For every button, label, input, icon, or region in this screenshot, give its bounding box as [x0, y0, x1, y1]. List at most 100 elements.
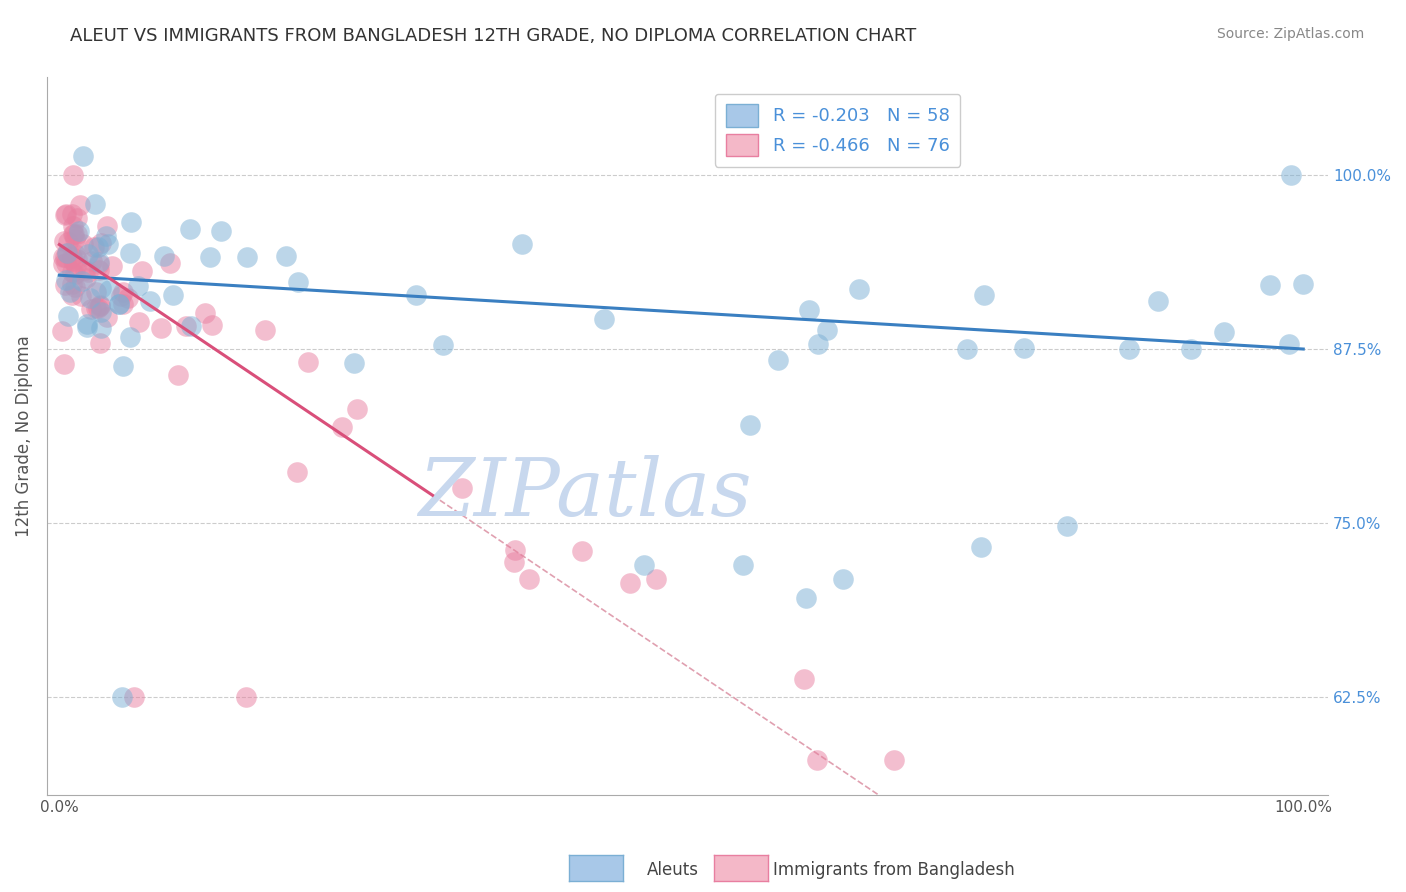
- Point: [55, 256, 77, 270]
- Point: [53, 208, 76, 222]
- Point: [956, 342, 979, 356]
- Legend: R = -0.203   N = 58, R = -0.466   N = 76: R = -0.203 N = 58, R = -0.466 N = 76: [714, 94, 960, 167]
- Point: [83, 196, 105, 211]
- Point: [153, 249, 176, 263]
- Text: ALEUT VS IMMIGRANTS FROM BANGLADESH 12TH GRADE, NO DIPLOMA CORRELATION CHART: ALEUT VS IMMIGRANTS FROM BANGLADESH 12TH…: [70, 27, 917, 45]
- Point: [162, 288, 184, 302]
- Point: [645, 572, 668, 586]
- Point: [94, 228, 117, 243]
- Point: [806, 753, 828, 767]
- Point: [120, 245, 142, 260]
- Point: [63, 246, 86, 260]
- Point: [60, 277, 83, 291]
- Point: [63, 227, 86, 241]
- Point: [793, 673, 815, 687]
- Point: [72, 149, 94, 163]
- Point: [1056, 519, 1078, 533]
- Point: [55, 246, 77, 260]
- Point: [96, 310, 118, 324]
- Point: [131, 264, 153, 278]
- Point: [97, 236, 120, 251]
- Point: [287, 275, 309, 289]
- Point: [235, 250, 257, 264]
- Point: [89, 299, 111, 313]
- Point: [120, 215, 142, 229]
- Point: [112, 359, 135, 374]
- Point: [66, 211, 89, 226]
- Point: [198, 250, 221, 264]
- Point: [1213, 325, 1236, 339]
- Point: [112, 297, 135, 311]
- Point: [76, 317, 98, 331]
- Point: [619, 575, 641, 590]
- Point: [83, 240, 105, 254]
- Point: [56, 310, 79, 324]
- Point: [62, 219, 84, 233]
- Point: [70, 274, 93, 288]
- Point: [330, 419, 353, 434]
- Point: [254, 323, 277, 337]
- Point: [285, 465, 308, 479]
- Point: [52, 251, 75, 265]
- Point: [56, 245, 79, 260]
- Point: [571, 544, 593, 558]
- Point: [107, 297, 129, 311]
- Point: [768, 352, 790, 367]
- Point: [502, 555, 524, 569]
- Point: [84, 301, 107, 315]
- Text: ZIPatlas: ZIPatlas: [418, 455, 752, 533]
- Point: [58, 235, 80, 250]
- Point: [815, 323, 838, 337]
- Y-axis label: 12th Grade, No Diploma: 12th Grade, No Diploma: [15, 335, 32, 537]
- Point: [80, 301, 103, 316]
- Point: [159, 255, 181, 269]
- Point: [120, 330, 142, 344]
- Point: [66, 252, 89, 266]
- Point: [96, 219, 118, 234]
- Point: [63, 232, 86, 246]
- Point: [117, 291, 139, 305]
- Point: [1258, 277, 1281, 292]
- Point: [72, 236, 94, 251]
- Point: [90, 320, 112, 334]
- Point: [51, 324, 73, 338]
- Point: [179, 222, 201, 236]
- Point: [274, 249, 297, 263]
- Point: [86, 301, 108, 315]
- Point: [450, 481, 472, 495]
- Point: [122, 690, 145, 705]
- Point: [1180, 342, 1202, 356]
- Point: [55, 273, 77, 287]
- Point: [176, 318, 198, 333]
- Point: [883, 753, 905, 767]
- Point: [973, 288, 995, 302]
- Point: [194, 305, 217, 319]
- Point: [180, 319, 202, 334]
- Point: [77, 265, 100, 279]
- Point: [75, 270, 97, 285]
- Point: [65, 259, 87, 273]
- Point: [97, 283, 120, 297]
- Point: [53, 250, 76, 264]
- Point: [593, 312, 616, 326]
- Point: [139, 293, 162, 308]
- Point: [76, 320, 98, 334]
- Point: [1146, 294, 1168, 309]
- Point: [807, 337, 830, 351]
- Point: [66, 227, 89, 242]
- Point: [1278, 337, 1301, 351]
- Point: [733, 558, 755, 572]
- Point: [128, 315, 150, 329]
- Point: [53, 357, 76, 371]
- Point: [60, 265, 83, 279]
- Point: [90, 235, 112, 250]
- Point: [1292, 277, 1315, 292]
- Point: [62, 206, 84, 220]
- Point: [101, 259, 124, 273]
- Point: [87, 240, 110, 254]
- Point: [166, 368, 188, 383]
- Text: Immigrants from Bangladesh: Immigrants from Bangladesh: [773, 861, 1015, 879]
- Point: [832, 572, 855, 586]
- Point: [1118, 342, 1140, 356]
- Point: [87, 257, 110, 271]
